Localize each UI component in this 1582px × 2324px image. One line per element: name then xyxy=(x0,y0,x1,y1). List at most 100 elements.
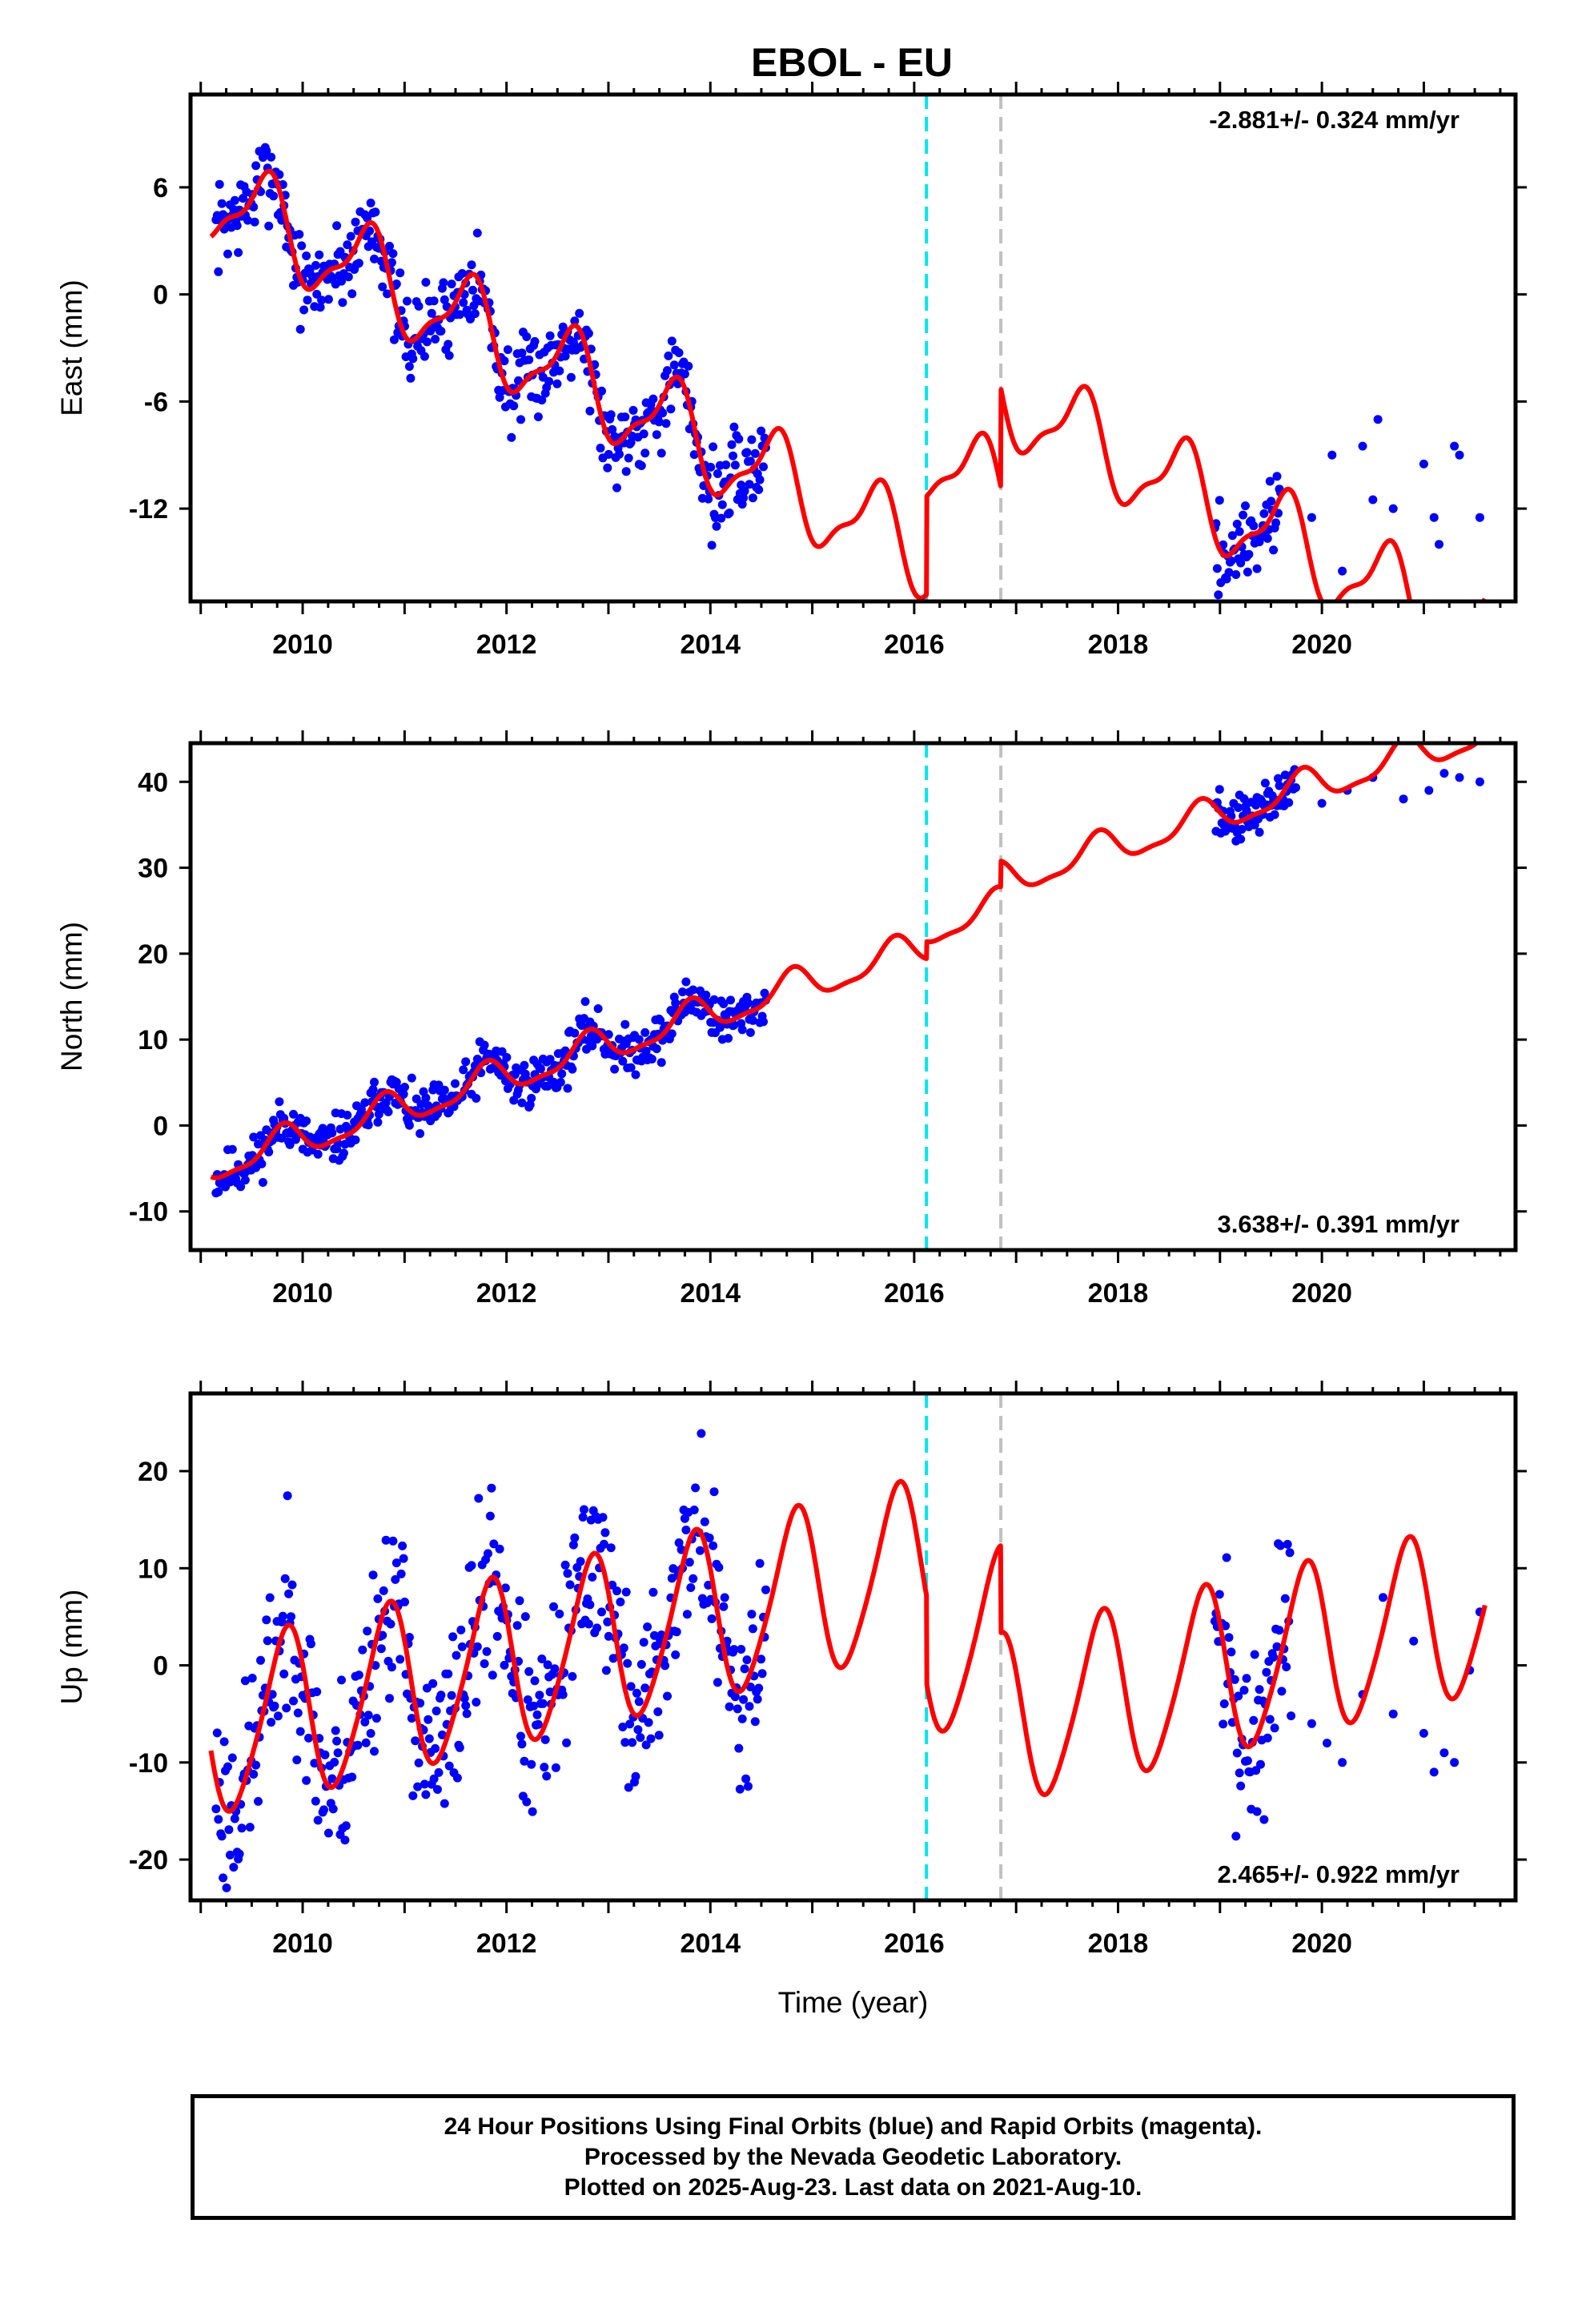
data-point xyxy=(420,352,429,361)
data-point xyxy=(391,1558,401,1568)
data-point xyxy=(396,1655,405,1664)
data-point xyxy=(1270,1723,1279,1733)
model-line-up xyxy=(208,1478,1488,1814)
data-point xyxy=(237,1823,247,1833)
data-point xyxy=(354,259,363,268)
data-point xyxy=(312,289,322,299)
data-point xyxy=(267,1718,276,1727)
data-point xyxy=(234,247,243,257)
data-point xyxy=(618,1056,628,1066)
data-point xyxy=(759,462,768,472)
y-axis-label: Up (mm) xyxy=(55,1590,88,1705)
data-point xyxy=(287,1580,297,1590)
model-line-east xyxy=(209,168,1488,601)
data-point xyxy=(656,1015,665,1025)
data-point xyxy=(383,1107,393,1116)
data-point xyxy=(685,1558,694,1567)
data-point xyxy=(1222,1553,1231,1562)
data-point xyxy=(753,1695,762,1704)
data-point xyxy=(264,1148,274,1156)
data-point xyxy=(263,1636,272,1646)
data-point xyxy=(385,1694,394,1703)
data-point xyxy=(748,493,757,503)
data-point xyxy=(621,1587,631,1597)
data-point xyxy=(661,1661,670,1671)
data-point xyxy=(1242,1674,1251,1683)
data-point xyxy=(741,1774,751,1783)
data-point xyxy=(522,332,532,341)
data-point xyxy=(267,152,276,162)
data-point xyxy=(328,1804,338,1814)
data-point xyxy=(580,1505,588,1514)
data-point xyxy=(1275,1626,1284,1635)
data-point xyxy=(535,1691,544,1700)
data-point xyxy=(495,1544,504,1554)
data-point xyxy=(646,1734,656,1743)
data-point xyxy=(1241,501,1250,511)
x-tick-label: 2010 xyxy=(272,1928,333,1959)
data-point xyxy=(379,1586,388,1595)
data-point xyxy=(320,1750,330,1759)
data-point xyxy=(647,1055,656,1063)
y-tick-label: -12 xyxy=(129,494,168,525)
data-point xyxy=(735,1784,745,1794)
x-tick-label: 2014 xyxy=(680,629,741,660)
data-point xyxy=(682,1610,692,1619)
data-point xyxy=(672,1627,681,1637)
data-point xyxy=(1475,513,1484,522)
data-point xyxy=(709,1487,719,1497)
data-point xyxy=(404,1633,414,1642)
y-axis-label: North (mm) xyxy=(55,922,88,1072)
data-point xyxy=(538,1699,548,1708)
data-point xyxy=(757,426,766,436)
data-point xyxy=(282,1703,291,1713)
data-point xyxy=(759,1017,768,1027)
data-point xyxy=(691,1483,701,1493)
data-point xyxy=(1256,1759,1265,1769)
data-point xyxy=(431,335,440,344)
data-point xyxy=(715,1023,725,1032)
data-point xyxy=(1234,1691,1243,1701)
data-point xyxy=(347,1772,357,1782)
data-point xyxy=(563,1084,572,1093)
data-point xyxy=(439,278,448,287)
data-point xyxy=(378,1630,387,1640)
data-point xyxy=(389,335,399,344)
data-point xyxy=(537,396,547,405)
footer-line-3: Plotted on 2025-Aug-23. Last data on 202… xyxy=(564,2173,1142,2201)
data-point xyxy=(250,217,259,227)
data-point xyxy=(588,1572,597,1582)
data-point xyxy=(568,1540,578,1550)
data-point xyxy=(619,1643,628,1653)
data-point xyxy=(568,1064,577,1074)
data-point xyxy=(461,1057,471,1067)
data-point xyxy=(631,1771,640,1781)
data-point xyxy=(363,213,372,223)
data-point xyxy=(1232,519,1242,529)
data-point xyxy=(604,1030,613,1039)
data-point xyxy=(346,231,355,241)
data-point xyxy=(492,1631,502,1641)
data-point xyxy=(1215,496,1224,505)
x-tick-label: 2016 xyxy=(884,1278,945,1309)
data-point xyxy=(304,1733,313,1743)
data-point xyxy=(1227,1647,1236,1657)
data-point xyxy=(522,1797,532,1807)
data-point xyxy=(444,340,453,349)
data-point xyxy=(737,1025,747,1035)
data-point xyxy=(254,1796,263,1806)
data-point xyxy=(388,1536,398,1546)
data-point xyxy=(358,1645,367,1655)
data-point xyxy=(528,1807,537,1816)
data-point xyxy=(283,1491,292,1501)
data-point xyxy=(1358,441,1367,451)
y-axis-label: East (mm) xyxy=(55,279,88,416)
data-point xyxy=(299,305,309,315)
data-point xyxy=(1236,558,1246,568)
data-point xyxy=(339,1148,348,1158)
data-point xyxy=(707,541,717,550)
data-point xyxy=(515,1596,524,1606)
data-point xyxy=(1227,556,1236,565)
data-point xyxy=(1439,1748,1449,1758)
data-point xyxy=(341,1821,351,1831)
